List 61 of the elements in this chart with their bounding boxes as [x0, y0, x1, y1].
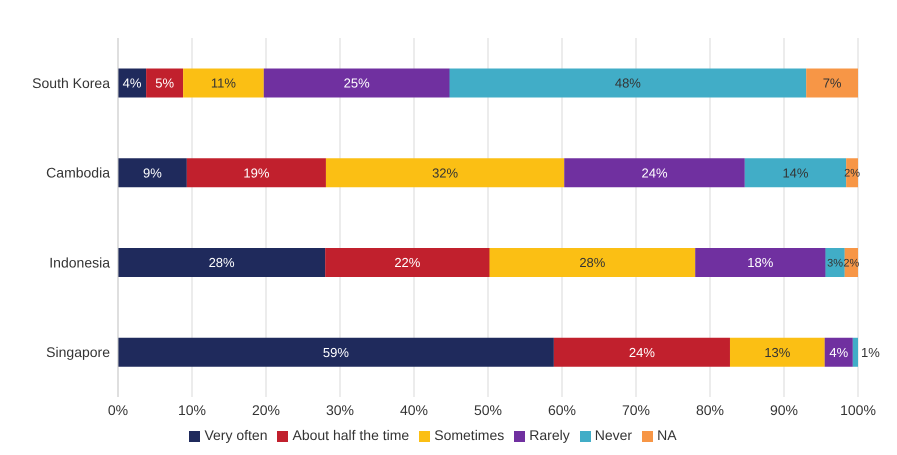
bar	[806, 68, 858, 98]
x-tick-label: 20%	[252, 402, 280, 418]
y-tick-label: Singapore	[46, 344, 110, 360]
data-label: 25%	[344, 76, 370, 91]
y-tick-label: Cambodia	[46, 164, 110, 181]
x-tick-label: 0%	[108, 402, 128, 418]
x-tick-label: 10%	[178, 402, 206, 418]
bar	[118, 338, 554, 367]
data-label: 59%	[322, 344, 350, 360]
bar	[325, 248, 490, 278]
data-label: 4%	[829, 344, 849, 360]
y-tick-label: South Korea	[32, 74, 110, 91]
x-tick-label: 40%	[400, 402, 428, 418]
bar	[183, 68, 264, 98]
data-label: 19%	[243, 165, 270, 180]
legend-label: Very often	[204, 427, 268, 443]
bar	[554, 338, 730, 367]
legend-label: NA	[657, 427, 677, 443]
data-label: 7%	[822, 76, 842, 91]
bar	[852, 338, 858, 367]
data-label: 14%	[782, 165, 809, 180]
data-label: 4%	[122, 76, 142, 91]
bar	[326, 158, 564, 188]
data-label: 1%	[861, 344, 880, 360]
data-label: 22%	[394, 255, 421, 270]
bar	[489, 248, 696, 278]
data-label: 28%	[579, 255, 606, 270]
data-label: 24%	[628, 344, 656, 360]
x-tick-label: 50%	[474, 402, 502, 418]
bar	[186, 158, 326, 188]
bar	[264, 68, 450, 98]
data-label: 24%	[641, 165, 668, 180]
bar	[118, 248, 326, 278]
bar	[564, 158, 745, 188]
legend-label: About half the time	[292, 427, 410, 443]
data-label: 3%	[827, 257, 844, 270]
bar	[730, 338, 825, 367]
data-label: 32%	[432, 165, 459, 180]
x-tick-label: 70%	[622, 402, 650, 418]
x-tick-label: 30%	[326, 402, 354, 418]
legend-label: Sometimes	[434, 427, 504, 443]
y-tick-label: Indonesia	[49, 254, 110, 270]
data-label: 48%	[614, 76, 642, 91]
data-label: 11%	[210, 76, 236, 91]
legend-label: Rarely	[529, 427, 570, 443]
data-label: 9%	[143, 165, 162, 180]
bar	[695, 248, 826, 278]
data-label: 28%	[208, 255, 236, 270]
x-tick-label: 60%	[548, 402, 576, 418]
bar	[824, 338, 853, 367]
x-tick-label: 80%	[696, 402, 724, 418]
x-tick-label: 100%	[840, 402, 876, 418]
bar	[146, 68, 184, 98]
bar	[450, 68, 806, 98]
data-label: 13%	[764, 344, 791, 360]
x-tick-label: 90%	[770, 402, 798, 418]
data-label: 5%	[155, 76, 174, 91]
data-label: 18%	[747, 255, 774, 270]
bar	[744, 158, 846, 188]
bar	[118, 158, 187, 188]
legend-label: Never	[594, 427, 632, 443]
